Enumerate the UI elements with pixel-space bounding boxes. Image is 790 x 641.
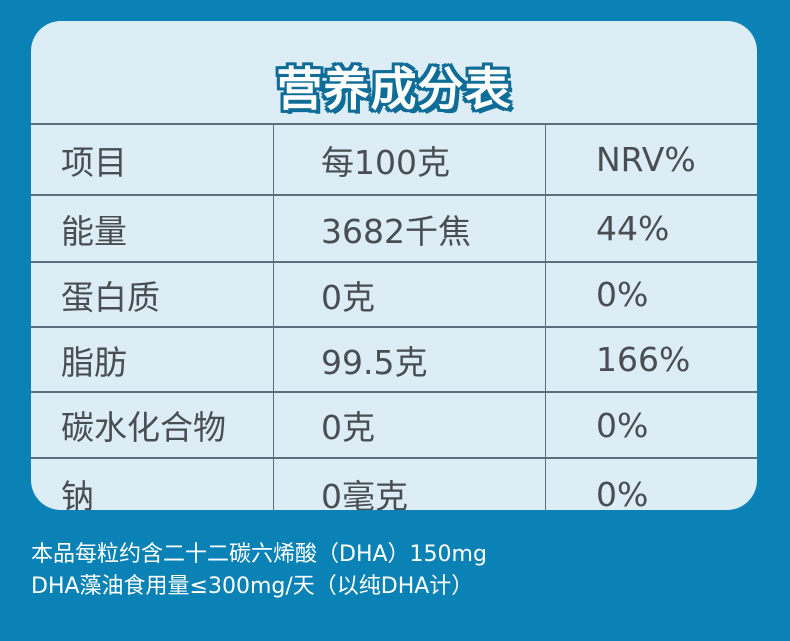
table-row-carbohydrate: 碳水化合物 0克 0% bbox=[31, 391, 757, 457]
row-amount: 3682千焦 bbox=[274, 196, 546, 261]
row-nrv: 0% bbox=[596, 474, 649, 511]
dha-content-note: 本品每粒约含二十二碳六烯酸（DHA）150mg bbox=[31, 542, 487, 567]
row-nrv: 44% bbox=[596, 209, 670, 248]
row-amount: 0克 bbox=[274, 393, 546, 457]
row-nrv: 0% bbox=[596, 405, 649, 445]
row-nrv: 166% bbox=[596, 340, 691, 379]
header-per-100g: 每100克 bbox=[274, 125, 546, 194]
table-header-row: 项目 每100克 NRV% bbox=[31, 123, 757, 194]
row-label: 能量 bbox=[31, 196, 274, 261]
table-row-sodium: 钠 0毫克 0% bbox=[31, 457, 757, 510]
row-amount: 0克 bbox=[274, 263, 546, 326]
header-nrv: NRV% bbox=[596, 140, 696, 179]
nutrition-title: 营养成分表 bbox=[276, 62, 512, 116]
row-label: 蛋白质 bbox=[31, 263, 274, 326]
row-nrv: 0% bbox=[596, 275, 649, 314]
row-label: 碳水化合物 bbox=[31, 393, 274, 457]
row-label: 脂肪 bbox=[31, 328, 274, 391]
header-item: 项目 bbox=[31, 125, 274, 194]
table-row-protein: 蛋白质 0克 0% bbox=[31, 261, 757, 326]
nutrition-card: 营养成分表 项目 每100克 NRV% 能量 3682千焦 44% 蛋白质 0克… bbox=[31, 21, 757, 510]
table-row-energy: 能量 3682千焦 44% bbox=[31, 194, 757, 261]
nutrition-table: 项目 每100克 NRV% 能量 3682千焦 44% 蛋白质 0克 0% 脂肪… bbox=[31, 123, 757, 510]
row-amount: 99.5克 bbox=[274, 328, 546, 391]
dha-intake-note: DHA藻油食用量≤300mg/天（以纯DHA计） bbox=[31, 574, 474, 599]
table-row-fat: 脂肪 99.5克 166% bbox=[31, 326, 757, 391]
row-label: 钠 bbox=[31, 459, 274, 510]
row-amount: 0毫克 bbox=[274, 459, 546, 510]
